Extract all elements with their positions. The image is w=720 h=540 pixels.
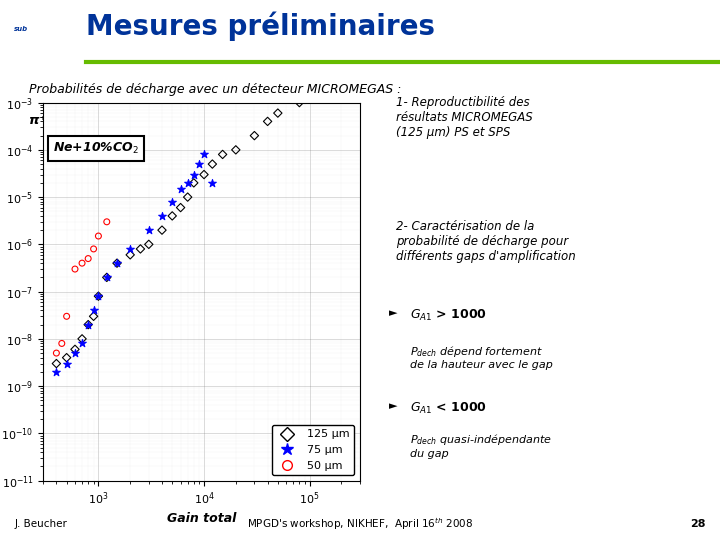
Text: Probabilités de décharge avec un détecteur MICROMEGAS :: Probabilités de décharge avec un détecte…: [29, 83, 401, 96]
75 μm: [125, 245, 136, 253]
75 μm: [112, 259, 123, 267]
50 μm: [76, 259, 88, 267]
125 μm: [61, 353, 73, 362]
Text: ►: ►: [389, 308, 405, 319]
125 μm: [304, 84, 315, 93]
Text: 1- Reproductibilité des
résultats MICROMEGAS
(125 μm) PS et SPS: 1- Reproductibilité des résultats MICROM…: [396, 96, 533, 139]
Text: $G_{A1}$ > 1000: $G_{A1}$ > 1000: [410, 308, 487, 323]
Legend: 125 μm, 75 μm, 50 μm: 125 μm, 75 μm, 50 μm: [272, 425, 354, 475]
125 μm: [82, 320, 94, 329]
125 μm: [262, 117, 274, 126]
125 μm: [217, 150, 228, 159]
75 μm: [143, 226, 155, 234]
Text: MPGD's workshop, NIKHEF,  April 16$^{th}$ 2008: MPGD's workshop, NIKHEF, April 16$^{th}$…: [247, 516, 473, 532]
75 μm: [82, 320, 94, 329]
75 μm: [88, 306, 99, 315]
125 μm: [135, 245, 146, 253]
Text: Mesures préliminaires: Mesures préliminaires: [86, 11, 436, 40]
75 μm: [50, 368, 62, 376]
75 μm: [76, 339, 88, 348]
50 μm: [61, 312, 73, 321]
125 μm: [76, 334, 88, 343]
125 μm: [230, 145, 242, 154]
125 μm: [88, 312, 99, 321]
125 μm: [248, 131, 260, 140]
50 μm: [88, 245, 99, 253]
75 μm: [182, 179, 194, 187]
75 μm: [207, 179, 218, 187]
Text: Ne+10%CO$_2$: Ne+10%CO$_2$: [53, 141, 138, 156]
Text: $P_{dech}$ quasi-indépendante
du gap: $P_{dech}$ quasi-indépendante du gap: [410, 433, 552, 459]
75 μm: [194, 160, 205, 168]
50 μm: [82, 254, 94, 263]
125 μm: [143, 240, 155, 248]
125 μm: [101, 273, 112, 282]
125 μm: [323, 70, 334, 78]
125 μm: [188, 179, 199, 187]
50 μm: [93, 232, 104, 240]
75 μm: [156, 212, 168, 220]
125 μm: [156, 226, 168, 234]
Text: ►: ►: [389, 401, 405, 411]
75 μm: [61, 359, 73, 368]
Text: sub: sub: [14, 26, 29, 32]
75 μm: [188, 170, 199, 179]
75 μm: [175, 185, 186, 193]
50 μm: [56, 339, 68, 348]
75 μm: [101, 273, 112, 282]
125 μm: [50, 359, 62, 368]
X-axis label: Gain total: Gain total: [167, 512, 236, 525]
125 μm: [112, 259, 123, 267]
125 μm: [294, 98, 305, 107]
50 μm: [101, 218, 112, 226]
125 μm: [336, 76, 347, 84]
75 μm: [69, 349, 81, 357]
125 μm: [166, 212, 178, 220]
125 μm: [125, 251, 136, 259]
Text: 2- Caractérisation de la
probabilité de décharge pour
différents gaps d'amplific: 2- Caractérisation de la probabilité de …: [396, 220, 576, 263]
75 μm: [198, 150, 210, 159]
50 μm: [50, 349, 62, 357]
125 μm: [198, 170, 210, 179]
Text: 28: 28: [690, 519, 706, 529]
Text: $G_{A1}$ < 1000: $G_{A1}$ < 1000: [410, 401, 487, 416]
Text: $P_{dech}$ dépend fortement
de la hauteur avec le gap: $P_{dech}$ dépend fortement de la hauteu…: [410, 344, 553, 370]
125 μm: [207, 160, 218, 168]
125 μm: [93, 292, 104, 300]
Text: π⁺/p @ 10 GeV/c (ligne T9 PS): π⁺/p @ 10 GeV/c (ligne T9 PS): [29, 113, 249, 126]
125 μm: [182, 193, 194, 201]
75 μm: [93, 292, 104, 300]
125 μm: [69, 345, 81, 354]
125 μm: [175, 203, 186, 212]
125 μm: [272, 109, 284, 117]
50 μm: [69, 265, 81, 273]
Text: J. Beucher: J. Beucher: [14, 519, 67, 529]
75 μm: [166, 197, 178, 206]
